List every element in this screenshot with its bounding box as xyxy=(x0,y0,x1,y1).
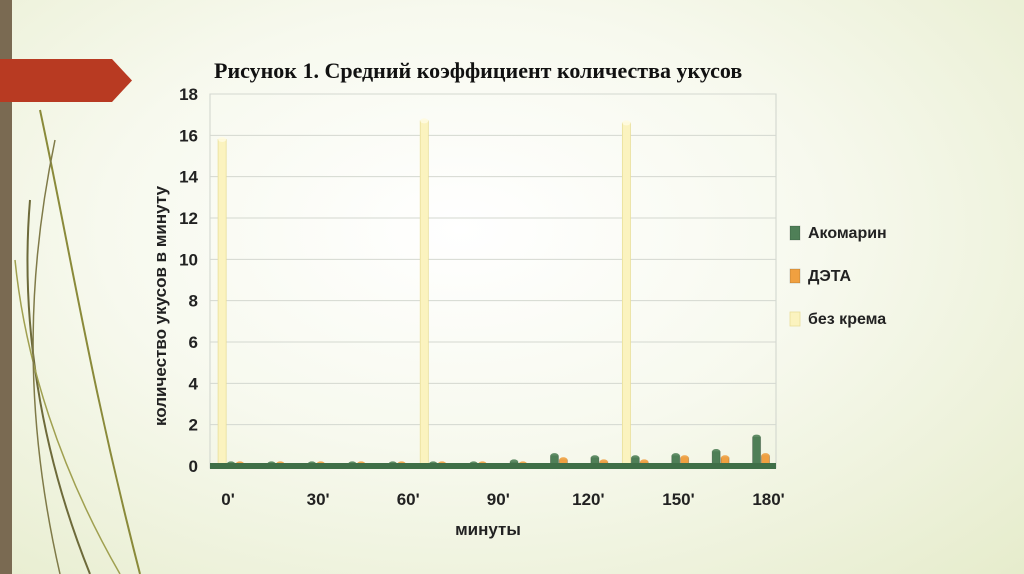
legend-label: без крема xyxy=(808,311,886,328)
decorative-curves xyxy=(14,109,141,574)
bar-cap xyxy=(218,136,227,142)
y-tick-label: 12 xyxy=(179,209,198,228)
bar-cap xyxy=(559,457,568,463)
x-tick-label: 90' xyxy=(487,490,510,509)
y-tick-label: 14 xyxy=(179,168,198,187)
y-tick-label: 10 xyxy=(179,250,198,269)
bar-no-cream xyxy=(217,139,227,467)
bar-cap xyxy=(631,455,640,461)
x-axis-label: минуты xyxy=(455,520,521,539)
x-tick-label: 150' xyxy=(662,490,694,509)
y-tick-label: 0 xyxy=(189,457,198,476)
bar-cap xyxy=(671,453,680,459)
y-tick-label: 8 xyxy=(189,292,198,311)
y-axis-label: количество укусов в минуту xyxy=(151,185,170,426)
legend-swatch xyxy=(789,225,801,241)
bar-cap xyxy=(550,453,559,459)
slide-title: Рисунок 1. Средний коэффициент количеств… xyxy=(214,58,743,83)
legend-label: ДЭТА xyxy=(808,268,852,285)
bar-no-cream xyxy=(621,122,631,467)
legend-swatch xyxy=(789,311,801,327)
y-tick-label: 18 xyxy=(179,85,198,104)
bar-no-cream xyxy=(419,120,429,467)
legend-label: Акомарин xyxy=(808,225,887,242)
bar-akomarin xyxy=(752,436,762,467)
x-tick-label: 60' xyxy=(397,490,420,509)
x-tick-labels: 0' 30' 60' 90' 120' 150' 180' xyxy=(221,490,784,509)
bar-cap xyxy=(761,453,770,459)
bar-cap xyxy=(420,118,429,124)
x-tick-label: 0' xyxy=(221,490,235,509)
bars xyxy=(217,118,770,467)
y-tick-labels: 0 2 4 6 8 10 12 14 16 18 xyxy=(179,85,198,476)
x-tick-label: 30' xyxy=(307,490,330,509)
bar-cap xyxy=(590,455,599,461)
slide-accent-arrow xyxy=(0,59,132,102)
bar-cap xyxy=(721,455,730,461)
plot-area xyxy=(209,93,777,469)
bar-cap xyxy=(712,449,721,455)
y-tick-label: 6 xyxy=(189,333,198,352)
bar-cap xyxy=(680,455,689,461)
legend: Акомарин ДЭТА без крема xyxy=(789,225,887,328)
chart-floor xyxy=(210,463,776,469)
y-tick-label: 2 xyxy=(189,416,198,435)
x-tick-label: 120' xyxy=(572,490,604,509)
left-decorative-strip xyxy=(0,0,12,574)
legend-swatch xyxy=(789,268,801,284)
gridlines xyxy=(210,93,776,467)
y-tick-label: 4 xyxy=(189,374,199,393)
bar-cap xyxy=(752,434,761,440)
x-tick-label: 180' xyxy=(752,490,784,509)
bar-cap xyxy=(622,120,631,126)
y-tick-label: 16 xyxy=(179,126,198,145)
